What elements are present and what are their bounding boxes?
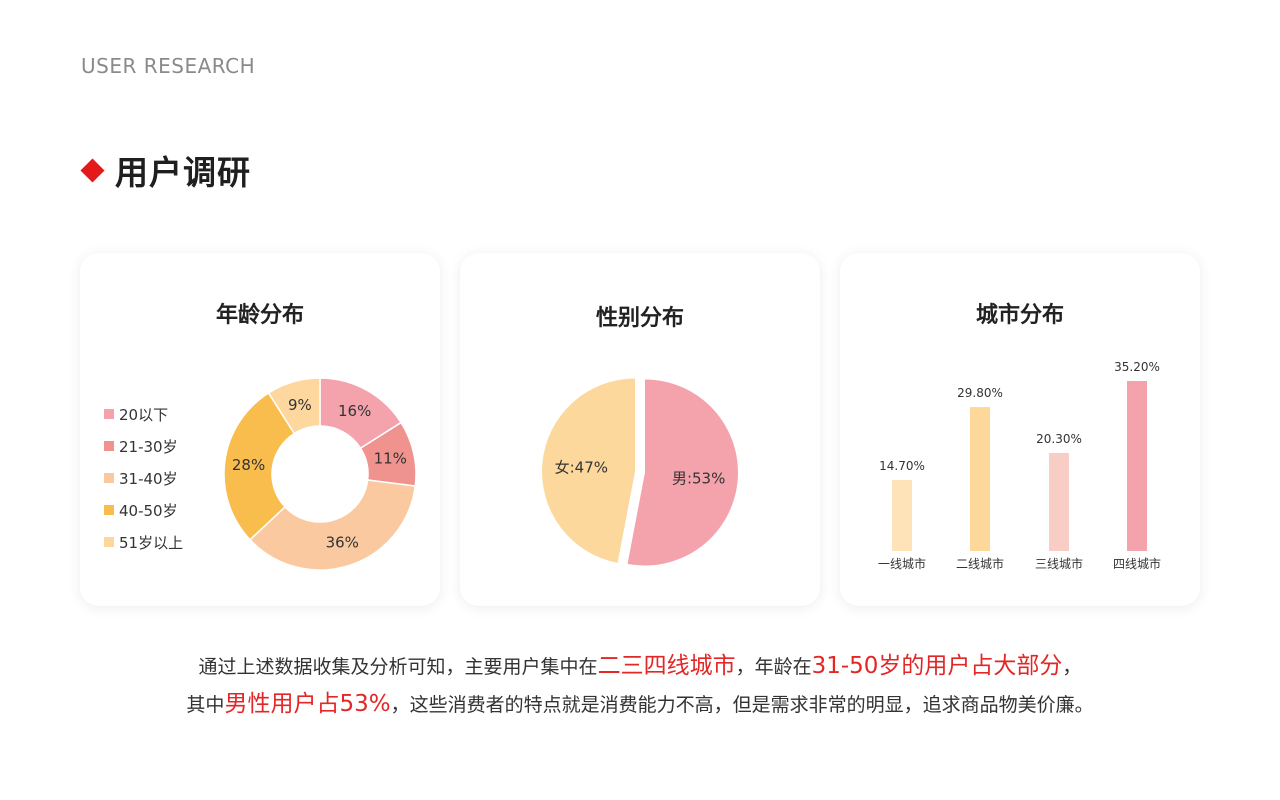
summary-text-segment: 其中 (186, 694, 225, 716)
age-slice-label: 16% (338, 402, 371, 420)
gender-slice-1 (542, 378, 636, 563)
gender-slice-label: 女:47% (555, 458, 608, 476)
legend-item: 21-30岁 (104, 430, 183, 462)
age-distribution-card: 年龄分布 20以下 21-30岁 31-40岁 40-50岁 51岁以上 16% 11% 3… (80, 253, 440, 606)
city-value-label: 14.70% (879, 459, 925, 473)
legend-item: 40-50岁 (104, 494, 183, 526)
city-bar-0 (892, 480, 912, 551)
gender-slice-0 (627, 379, 738, 566)
gender-distribution-card: 性别分布 男:53% 女:47% (460, 253, 820, 606)
city-value-label: 29.80% (957, 386, 1003, 400)
summary-text-segment: ，年龄在 (735, 656, 812, 678)
gender-slice-group: 女:47% (542, 378, 636, 563)
age-slice-4 (267, 377, 321, 435)
age-slice-label: 9% (288, 396, 312, 414)
gender-chart-title: 性别分布 (595, 306, 684, 331)
page-heading: 用户调研 (80, 146, 251, 194)
legend-swatch (104, 441, 114, 451)
age-slice-3 (223, 391, 296, 541)
city-category-label: 四线城市 (1113, 556, 1161, 571)
section-eyebrow: USER RESEARCH (81, 54, 256, 78)
city-value-label: 35.20% (1114, 360, 1160, 374)
legend-item: 31-40岁 (104, 462, 183, 494)
legend-item: 20以下 (104, 398, 183, 430)
city-category-label: 二线城市 (956, 556, 1004, 571)
summary-text-segment: 通过上述数据收集及分析可知，主要用户集中在 (198, 656, 598, 678)
legend-label: 40-50岁 (119, 501, 178, 520)
summary-text-segment: ，这些消费者的特点就是消费能力不高，但是需求非常的明显，追求商品物美价廉。 (390, 694, 1094, 716)
age-slice-label: 28% (232, 456, 265, 474)
legend-swatch (104, 409, 114, 419)
age-donut-chart: 16% 11% 36% 28% 9% (223, 377, 417, 571)
legend-swatch (104, 537, 114, 547)
diamond-bullet-icon (80, 157, 105, 183)
city-bar-chart: 14.70% 一线城市 29.80% 二线城市 20.30% 三线城市 35.20% 四线城市 (878, 360, 1161, 571)
age-chart-title: 年龄分布 (215, 303, 304, 328)
age-legend: 20以下 21-30岁 31-40岁 40-50岁 51岁以上 (104, 398, 183, 558)
legend-swatch (104, 473, 114, 483)
summary-text-segment: ， (1062, 656, 1082, 678)
city-value-label: 20.30% (1036, 432, 1082, 446)
city-bar-1 (970, 407, 990, 551)
gender-slice-label: 男:53% (672, 470, 725, 488)
age-slice-2 (248, 479, 417, 571)
summary-line-1: 通过上述数据收集及分析可知，主要用户集中在二三四线城市，年龄在31-50岁的用户… (0, 648, 1280, 686)
summary-text: 通过上述数据收集及分析可知，主要用户集中在二三四线城市，年龄在31-50岁的用户… (0, 648, 1280, 724)
city-distribution-card: 城市分布 14.70% 一线城市 29.80% 二线城市 20.30% 三线城市 35.20… (840, 253, 1200, 606)
legend-label: 20以下 (119, 405, 169, 424)
legend-label: 21-30岁 (119, 437, 178, 456)
city-bar-2 (1049, 452, 1069, 551)
summary-highlight: 二三四线城市 (597, 653, 736, 679)
legend-label: 51岁以上 (119, 533, 184, 552)
legend-label: 31-40岁 (119, 469, 178, 488)
city-bar-3 (1127, 381, 1147, 551)
city-category-label: 三线城市 (1035, 556, 1083, 571)
page-title: 用户调研 (115, 153, 251, 192)
gender-pie-chart: 男:53% 女:47% (542, 378, 738, 566)
city-chart-title: 城市分布 (975, 303, 1064, 328)
legend-swatch (104, 505, 114, 515)
summary-highlight: 31-50岁的用户占大部分 (811, 653, 1063, 679)
summary-highlight: 男性用户占53% (224, 691, 391, 717)
age-slice-label: 36% (326, 533, 359, 551)
gender-slice-group: 男:53% (627, 379, 738, 566)
summary-line-2: 其中男性用户占53%，这些消费者的特点就是消费能力不高，但是需求非常的明显，追求… (0, 686, 1280, 724)
legend-item: 51岁以上 (104, 526, 183, 558)
age-slice-label: 11% (374, 449, 407, 467)
city-category-label: 一线城市 (878, 556, 926, 571)
